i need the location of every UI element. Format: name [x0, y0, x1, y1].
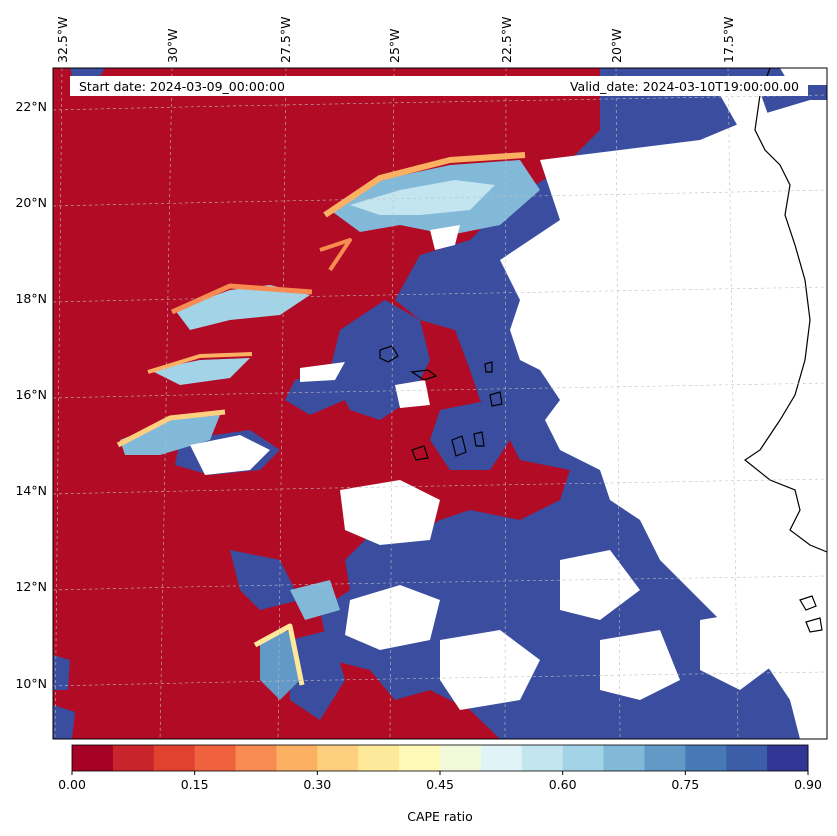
colorbar-swatch	[767, 745, 809, 771]
lon-label-27-5w: 27.5°W	[278, 17, 293, 63]
island-santiago	[451, 435, 467, 457]
colorbar-tick-label: 0.30	[303, 777, 331, 792]
info-bar	[70, 76, 808, 96]
colorbar-swatch	[480, 745, 523, 771]
lat-label-22n: 22°N	[15, 99, 47, 114]
lon-label-32-5w: 32.5°W	[55, 17, 70, 63]
lon-label-22-5w: 22.5°W	[499, 17, 514, 63]
colorbar-label: CAPE ratio	[407, 809, 473, 824]
colorbar-swatch	[194, 745, 237, 771]
colorbar-swatch	[153, 745, 196, 771]
colorbar-swatch	[562, 745, 605, 771]
coastlines	[379, 68, 827, 633]
colorbar-swatch	[644, 745, 686, 771]
lat-label-16n: 16°N	[15, 387, 47, 402]
lon-label-30w: 30°W	[165, 28, 180, 63]
lat-label-12n: 12°N	[15, 579, 47, 594]
valid-date-label: Valid_date: 2024-03-10T19:00:00.00	[570, 79, 799, 94]
colorbar-tick-label: 0.15	[181, 777, 209, 792]
transition-bands-blue	[120, 160, 540, 700]
graticule	[53, 68, 827, 739]
lat-label-18n: 18°N	[15, 291, 47, 306]
colorbar-frame	[71, 744, 809, 772]
colorbar-swatch	[112, 745, 155, 771]
colorbar-tick-label: 0.45	[426, 777, 454, 792]
lat-label-14n: 14°N	[15, 483, 47, 498]
colorbar-swatch	[276, 745, 318, 771]
latitude-labels: 22°N 20°N 18°N 16°N 14°N 12°N 10°N	[15, 99, 47, 691]
island-sao-vicente	[410, 369, 438, 381]
island-santo-antao	[379, 345, 399, 363]
lat-label-20n: 20°N	[15, 195, 47, 210]
lon-label-17-5w: 17.5°W	[721, 17, 736, 63]
colorbar-tick-label: 0.60	[549, 777, 577, 792]
start-date-label: Start date: 2024-03-09_00:00:00	[79, 79, 285, 94]
colorbar-swatch	[685, 745, 727, 771]
transition-bands-warm	[116, 152, 526, 686]
island-sal	[489, 391, 503, 407]
plot-frame	[52, 67, 828, 740]
colorbar-swatch	[235, 745, 277, 771]
colorbar-swatch	[440, 745, 482, 771]
missing-data-regions	[190, 68, 827, 739]
island-sao-nicolau	[484, 361, 493, 373]
island-bijagos	[799, 595, 823, 633]
lon-label-25w: 25°W	[387, 28, 402, 63]
colorbar-swatch	[726, 745, 768, 771]
colorbar-ticks: 0.00 0.15 0.30 0.45 0.60 0.75 0.90	[58, 771, 822, 792]
longitude-labels: 32.5°W 30°W 27.5°W 25°W 22.5°W 20°W 17.5…	[55, 17, 736, 63]
african-coastline	[743, 68, 827, 553]
colorbar-swatch	[317, 745, 359, 771]
lon-label-20w: 20°W	[609, 28, 624, 63]
colorbar-tick-label: 0.00	[58, 777, 86, 792]
colorbar-swatch	[399, 745, 441, 771]
lat-label-10n: 10°N	[15, 676, 47, 691]
colorbar-swatch	[72, 745, 114, 771]
island-fogo	[411, 445, 429, 461]
colorbar-swatch	[521, 745, 564, 771]
colorbar-swatch	[603, 745, 645, 771]
colorbar	[72, 745, 809, 771]
map-plot-area: Start date: 2024-03-09_00:00:00 Valid_da…	[53, 68, 827, 739]
colorbar-swatch	[358, 745, 400, 771]
island-boa-vista	[473, 431, 485, 447]
colorbar-tick-label: 0.75	[671, 777, 699, 792]
colorbar-tick-label: 0.90	[794, 777, 822, 792]
